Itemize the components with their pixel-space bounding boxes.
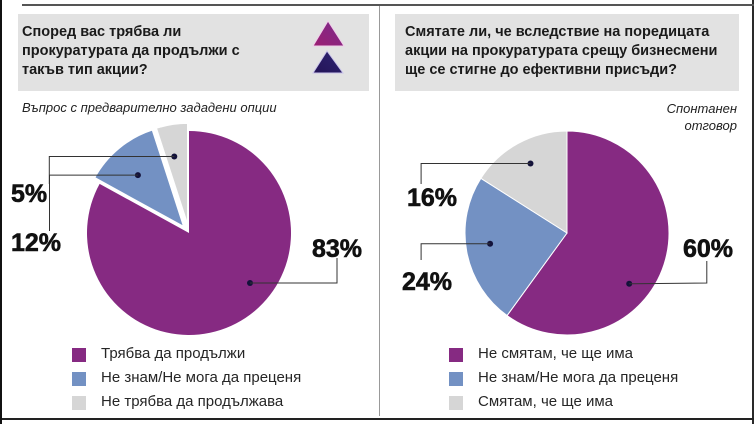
svg-text:83%: 83% xyxy=(312,235,362,263)
svg-text:24%: 24% xyxy=(402,268,452,296)
svg-text:60%: 60% xyxy=(683,235,733,263)
svg-text:16%: 16% xyxy=(407,184,457,212)
svg-text:5%: 5% xyxy=(11,180,47,208)
svg-text:12%: 12% xyxy=(11,229,61,257)
